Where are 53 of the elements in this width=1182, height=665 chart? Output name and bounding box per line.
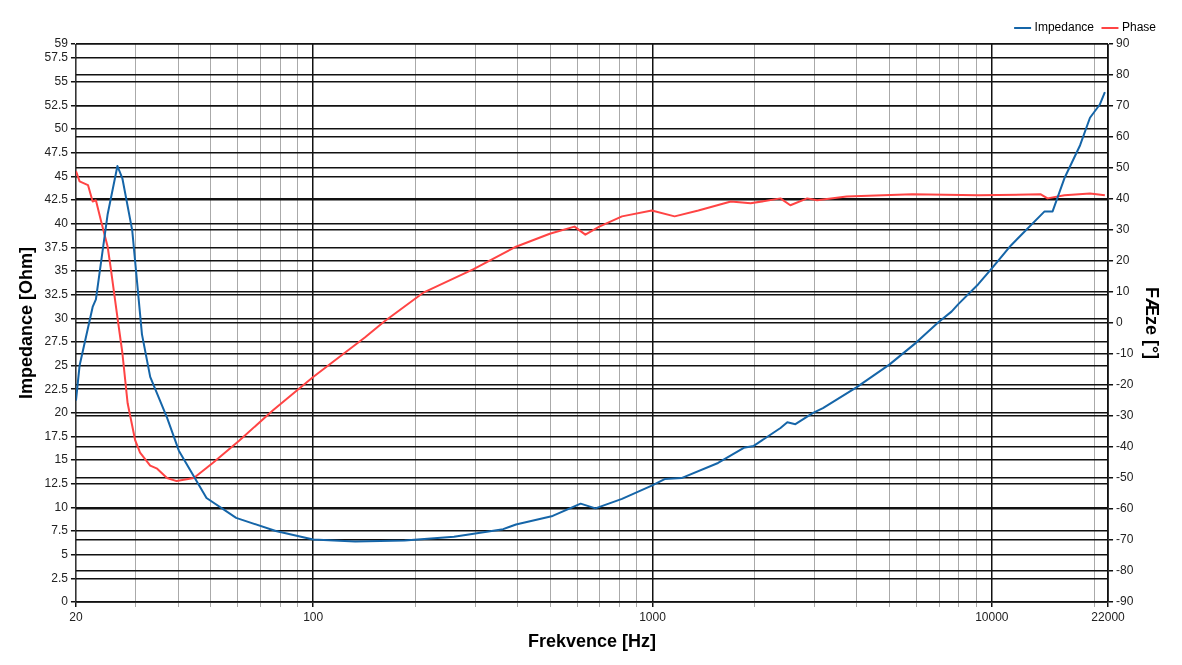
y-tick-label: 5 xyxy=(61,547,69,562)
y2-axis-title: FÆze [°] xyxy=(1142,286,1163,360)
y2-tick-label: 10 xyxy=(1116,284,1130,299)
y2-tick-label: -90 xyxy=(1116,594,1134,609)
y-tick-label: 59 xyxy=(54,36,69,51)
y2-tick-label: -30 xyxy=(1116,408,1134,423)
y-tick-label: 0 xyxy=(61,594,69,609)
y-tick-label: 32.5 xyxy=(44,286,69,301)
y-tick-label: 37.5 xyxy=(44,239,69,254)
y-tick-label: 35 xyxy=(54,263,69,278)
y-axis-title: Impedance [Ohm] xyxy=(15,246,36,400)
y-tick-label: 45 xyxy=(54,168,69,183)
x-tick-label: 10000 xyxy=(975,609,1009,624)
y2-tick-label: 50 xyxy=(1116,160,1130,175)
y2-tick-label: 70 xyxy=(1116,98,1130,113)
y-tick-label: 52.5 xyxy=(44,97,69,112)
y2-tick-label: 30 xyxy=(1116,222,1130,237)
y-tick-label: 57.5 xyxy=(44,50,69,65)
y2-tick-label: -60 xyxy=(1116,501,1134,516)
y-tick-label: 7.5 xyxy=(51,523,69,538)
y2-tick-label: -80 xyxy=(1116,563,1134,578)
y-tick-label: 27.5 xyxy=(44,334,69,349)
y2-tick-label: -40 xyxy=(1116,439,1134,454)
y-tick-label: 15 xyxy=(54,452,69,467)
y2-tick-label: 80 xyxy=(1116,67,1130,82)
legend-label: Impedance xyxy=(1034,20,1095,35)
x-tick-label: 1000 xyxy=(639,609,667,624)
x-axis-title: Frekvence [Hz] xyxy=(527,631,657,652)
x-tick-label: 22000 xyxy=(1091,609,1126,624)
y-tick-label: 20 xyxy=(54,405,69,420)
y2-tick-label: 90 xyxy=(1116,36,1130,51)
y-tick-label: 47.5 xyxy=(44,145,69,160)
y2-tick-label: 0 xyxy=(1116,315,1124,330)
y-tick-label: 25 xyxy=(54,357,69,372)
y-tick-label: 22.5 xyxy=(44,381,69,396)
y2-tick-label: -70 xyxy=(1116,532,1134,547)
y-tick-label: 17.5 xyxy=(44,428,69,443)
y2-tick-label: -10 xyxy=(1116,346,1134,361)
y-tick-label: 50 xyxy=(54,121,69,136)
x-tick-label: 100 xyxy=(303,609,324,624)
y-tick-label: 30 xyxy=(54,310,69,325)
y2-tick-label: 20 xyxy=(1116,253,1130,268)
y2-tick-label: 40 xyxy=(1116,191,1130,206)
y-tick-label: 40 xyxy=(54,216,69,231)
y-tick-label: 10 xyxy=(54,499,69,514)
y-tick-label: 42.5 xyxy=(44,192,69,207)
y-tick-label: 55 xyxy=(54,74,69,89)
y2-tick-label: -50 xyxy=(1116,470,1134,485)
y-tick-label: 2.5 xyxy=(51,570,69,585)
y-tick-label: 12.5 xyxy=(44,476,69,491)
legend-label: Phase xyxy=(1121,20,1157,35)
y2-tick-label: -20 xyxy=(1116,377,1134,392)
y2-tick-label: 60 xyxy=(1116,129,1130,144)
